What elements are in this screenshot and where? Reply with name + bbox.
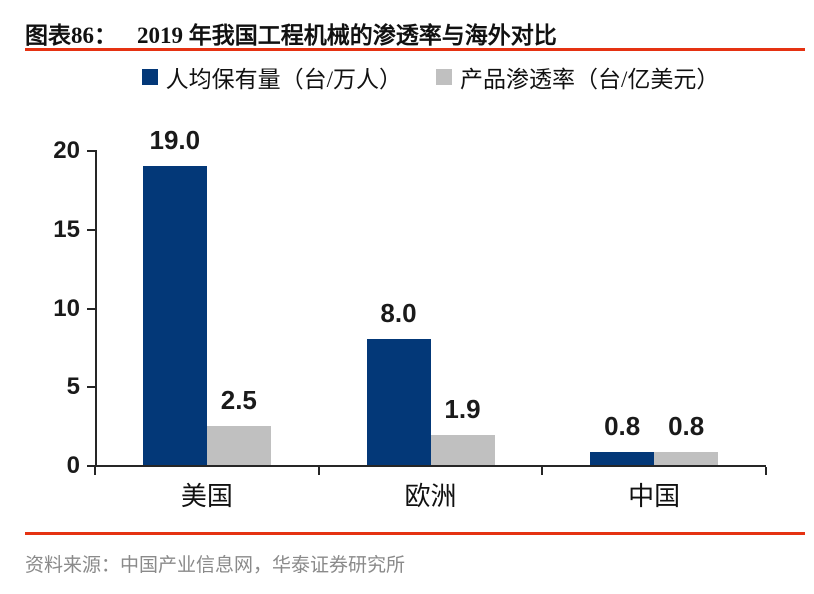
figure-label: 图表86： bbox=[25, 23, 117, 48]
y-axis-tick-label: 10 bbox=[53, 294, 80, 322]
y-axis-tick-label: 20 bbox=[53, 137, 80, 164]
value-label: 8.0 bbox=[380, 298, 417, 328]
legend-label: 产品渗透率（台/亿美元） bbox=[460, 67, 720, 92]
bar-secondary-美国 bbox=[206, 425, 271, 465]
bar-primary-中国 bbox=[590, 452, 655, 465]
bar-secondary-欧洲 bbox=[430, 435, 495, 465]
value-label: 2.5 bbox=[220, 384, 257, 415]
y-axis-tick bbox=[87, 228, 95, 231]
y-axis-tick-label: 5 bbox=[66, 373, 80, 401]
x-axis-tick bbox=[765, 467, 767, 475]
value-label: 0.8 bbox=[668, 411, 705, 442]
legend-swatch-icon bbox=[141, 69, 158, 85]
x-axis-category-label: 中国 bbox=[628, 482, 681, 511]
x-axis-category-label: 欧洲 bbox=[404, 482, 457, 511]
y-axis-line bbox=[95, 150, 97, 467]
source-note: 资料来源：中国产业信息网，华泰证券研究所 bbox=[25, 555, 406, 576]
y-axis-tick bbox=[87, 150, 95, 152]
title-rule bbox=[25, 48, 805, 51]
bar-secondary-中国 bbox=[654, 452, 719, 465]
value-label: 19.0 bbox=[149, 124, 201, 155]
footer-rule bbox=[25, 532, 805, 535]
legend-label: 人均保有量（台/万人） bbox=[165, 67, 402, 92]
bar-primary-欧洲 bbox=[366, 339, 431, 465]
y-axis-tick-label: 0 bbox=[66, 452, 80, 479]
x-axis-category-label: 美国 bbox=[180, 482, 233, 511]
legend-item-1: 人均保有量（台/万人） bbox=[141, 60, 402, 94]
x-axis-tick bbox=[317, 467, 320, 475]
y-axis-tick-label: 15 bbox=[53, 215, 80, 243]
x-axis-tick bbox=[541, 467, 544, 475]
value-label: 0.8 bbox=[604, 411, 641, 442]
y-axis-tick bbox=[87, 465, 95, 467]
bar-primary-美国 bbox=[142, 165, 207, 465]
value-label: 1.9 bbox=[444, 394, 481, 425]
x-axis-tick bbox=[94, 467, 96, 475]
figure-title: 图表86： 2019 年我国工程机械的渗透率与海外对比 bbox=[25, 16, 805, 50]
legend-swatch-icon bbox=[436, 69, 452, 85]
y-axis-tick bbox=[87, 386, 95, 389]
figure-title-text: 2019 年我国工程机械的渗透率与海外对比 bbox=[137, 23, 557, 48]
x-axis-line bbox=[95, 465, 766, 467]
legend-item-2: 产品渗透率（台/亿美元） bbox=[436, 60, 719, 94]
chart-legend: 人均保有量（台/万人） 产品渗透率（台/亿美元） bbox=[95, 62, 766, 92]
y-axis-tick bbox=[87, 307, 95, 310]
